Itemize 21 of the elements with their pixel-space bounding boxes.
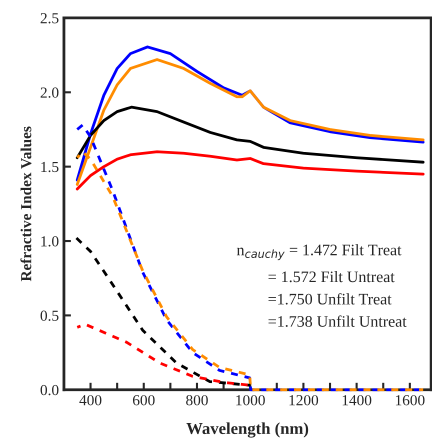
annotation: n$_{cauchy}$ = 1.472 Filt Treat bbox=[236, 244, 402, 260]
annotation: =1.738 Unfilt Untreat bbox=[268, 315, 407, 327]
x-axis-title: Wavelength (nm) bbox=[186, 422, 308, 438]
line-series bbox=[76, 150, 425, 190]
x-tick-label: 400 bbox=[79, 395, 102, 406]
y-tick-label: 0.5 bbox=[40, 310, 58, 321]
x-tick-label: 1200 bbox=[289, 395, 318, 406]
y-tick-label: 1.0 bbox=[41, 236, 58, 247]
x-tick-label: 800 bbox=[186, 395, 208, 406]
y-tick-label: 2.0 bbox=[40, 87, 58, 98]
y-tick-label: 1.5 bbox=[41, 162, 58, 172]
annotation: = 1.572 Filt Untreat bbox=[268, 270, 395, 282]
x-tick-label: 600 bbox=[132, 395, 155, 406]
line-series bbox=[76, 106, 425, 164]
annotation: =1.750 Unfilt Treat bbox=[268, 293, 392, 305]
x-tick-label: 1600 bbox=[396, 395, 425, 406]
x-tick-label: 1000 bbox=[236, 395, 265, 406]
y-tick-label: 2.5 bbox=[40, 13, 58, 24]
x-tick-label: 1400 bbox=[342, 395, 372, 406]
y-tick-label: 0.0 bbox=[40, 384, 58, 396]
y-axis-title: Refractive Index Values bbox=[20, 126, 32, 282]
